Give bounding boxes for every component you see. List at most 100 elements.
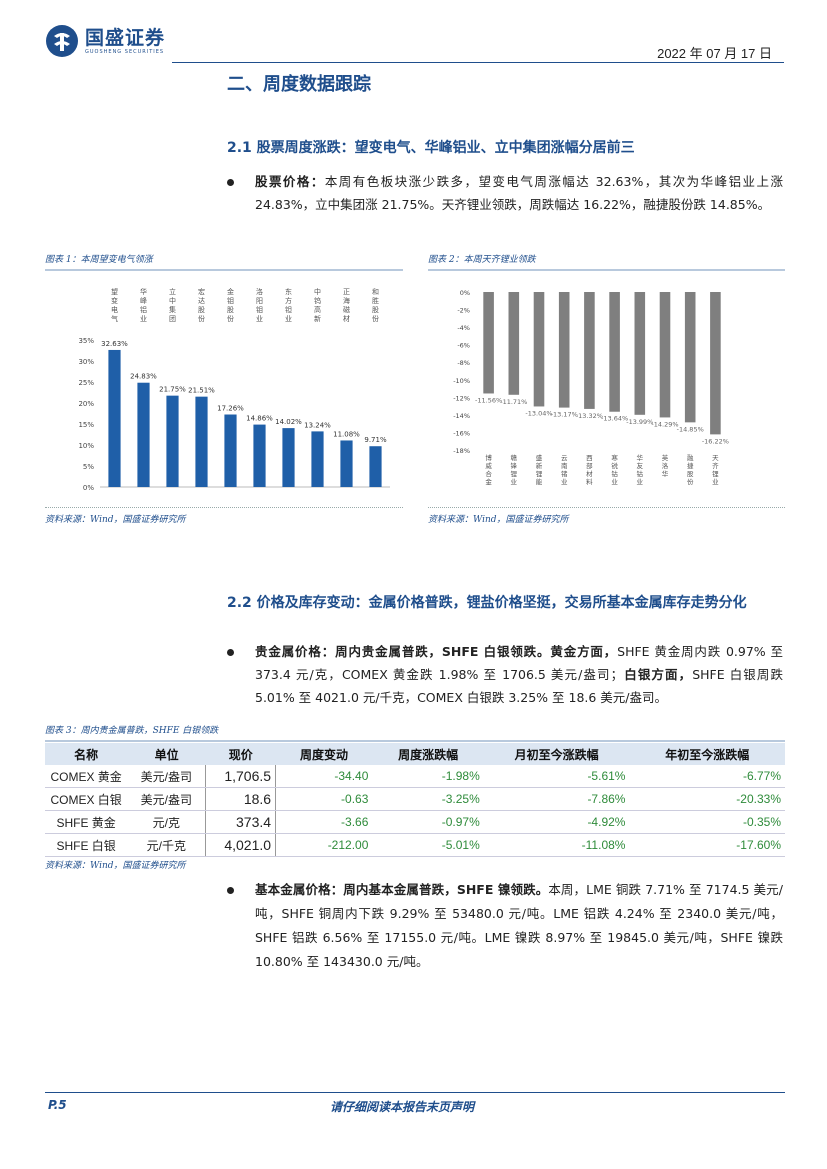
category-label: 寒锐钴业 [611, 453, 618, 486]
y-tick-label: -18% [453, 447, 470, 455]
y-tick-label: 15% [78, 421, 94, 429]
y-tick-label: 0% [460, 289, 470, 297]
bar [282, 428, 295, 487]
bar [634, 292, 646, 415]
table-cell: 元/千克 [127, 833, 206, 857]
figure-2-caption: 图表 2：本周天齐锂业领跌 [428, 255, 536, 265]
data-label: 14.02% [275, 418, 302, 426]
data-label: -16.22% [702, 437, 729, 445]
table-row: COMEX 黄金 美元/盎司 1,706.5 -34.40 -1.98% -5.… [45, 765, 785, 788]
bar [340, 440, 353, 487]
section-title: 二、周度数据跟踪 [227, 74, 371, 95]
category-label: 中钨高新 [314, 287, 321, 323]
data-label: -13.17% [551, 411, 578, 419]
table-header: 单位 [127, 743, 206, 765]
data-label: -11.71% [500, 398, 527, 406]
bar [558, 292, 570, 408]
y-tick-label: 35% [78, 337, 94, 345]
y-tick-label: 25% [78, 379, 94, 387]
table-cell: COMEX 白银 [45, 787, 128, 811]
y-tick-label: -6% [457, 342, 470, 350]
category-label: 望变电气 [111, 287, 118, 323]
bar [609, 292, 620, 412]
logo-en-text: GUOSHENG SECURITIES [85, 48, 165, 55]
y-tick-label: -8% [457, 359, 470, 367]
table-cell: -1.98% [372, 765, 484, 788]
bar [224, 414, 237, 487]
bar [483, 292, 494, 394]
y-tick-label: -16% [453, 429, 470, 437]
table-cell: 美元/盎司 [127, 787, 206, 811]
figure-1: 图表 1：本周望变电气领涨 [45, 252, 403, 271]
bar [508, 292, 520, 395]
table-cell: -5.01% [372, 833, 484, 857]
data-label: 11.08% [333, 430, 360, 438]
table-cell: -11.08% [483, 833, 630, 857]
y-tick-label: 0% [83, 484, 94, 492]
y-tick-label: -4% [457, 324, 470, 332]
precious-metals-table: 名称 单位 现价 周度变动 周度涨跌幅 月初至今涨跌幅 年初至今涨跌幅 COME… [45, 743, 785, 857]
figure-2-rule [428, 269, 785, 271]
bullet-text: SHFE 白银周跌 5.01% 至 4021.0 元/千克，COMEX 白银跌 … [255, 667, 783, 705]
table-cell: -34.40 [275, 765, 373, 788]
category-label: 洛阳钼业 [256, 287, 263, 323]
category-label: 金钼股份 [227, 287, 234, 323]
data-label: -14.85% [677, 425, 704, 433]
category-label: 东方钽业 [285, 287, 292, 323]
table-header: 周度涨跌幅 [372, 743, 484, 765]
category-label: 博威合金 [485, 453, 492, 486]
table-header: 年初至今涨跌幅 [629, 743, 785, 765]
y-tick-label: 10% [78, 442, 94, 450]
company-logo: 国盛证券 GUOSHENG SECURITIES [45, 24, 165, 58]
page-number: P.5 [48, 1098, 67, 1112]
bar [710, 292, 721, 435]
data-label: 32.63% [101, 340, 128, 348]
report-date: 2022 年 07 月 17 日 [657, 46, 772, 61]
category-label: 和胜股份 [372, 287, 379, 323]
figure-2-source: 资料来源：Wind，国盛证券研究所 [428, 515, 569, 525]
logo-cn-text: 国盛证券 [85, 26, 166, 49]
table-cell: -17.60% [629, 833, 785, 857]
data-label: 21.75% [159, 386, 186, 394]
category-label: 西部材料 [586, 454, 593, 486]
subsection-2-2-title: 2.2 价格及库存变动：金属价格普跌，锂盐价格坚挺，交易所基本金属库存走势分化 [227, 595, 747, 611]
figure-3-source: 资料来源：Wind，国盛证券研究所 [45, 861, 186, 871]
category-label: 华峰铝业 [140, 287, 147, 323]
bar [533, 292, 545, 407]
table-header: 月初至今涨跌幅 [483, 743, 630, 765]
category-label: 宏达股份 [198, 287, 205, 323]
bullet-icon [227, 179, 234, 186]
bullet-base-metals: 基本金属价格：周内基本金属普跌，SHFE 镍领跌。本周，LME 铜跌 7.71%… [227, 878, 783, 974]
bullet-lead: 贵金属价格：周内贵金属普跌，SHFE 白银领跌。黄金方面， [255, 644, 618, 659]
category-label: 正海磁材 [343, 288, 350, 323]
table-cell: -3.25% [372, 787, 484, 811]
figure-3: 图表 3：周内贵金属普跌，SHFE 白银领跌 [45, 723, 785, 742]
table-cell: -3.66 [275, 810, 373, 834]
footer-disclaimer: 请仔细阅读本报告末页声明 [330, 1100, 475, 1114]
table-cell: -20.33% [629, 787, 785, 811]
category-label: 融捷股份 [687, 453, 694, 486]
bullet-lead: 基本金属价格：周内基本金属普跌，SHFE 镍领跌。 [255, 882, 549, 897]
y-tick-label: 5% [83, 463, 94, 471]
table-header: 周度变动 [275, 743, 373, 765]
y-tick-label: -2% [457, 307, 470, 315]
data-label: 17.26% [217, 405, 244, 413]
data-label: -13.32% [576, 412, 603, 420]
bullet-lead: 股票价格： [255, 174, 325, 189]
table-cell: -0.97% [372, 810, 484, 834]
data-label: -13.64% [601, 415, 628, 423]
chart-top-gainers: 35% 30% 25% 20% 15% 10% 5% 0% 32.63% 望变电气 24.83% 华峰… [45, 287, 403, 508]
data-label: -13.99% [626, 418, 653, 426]
bullet-mid: 白银方面， [623, 667, 693, 682]
bar [369, 446, 382, 487]
footer-divider [45, 1092, 785, 1093]
bar [584, 292, 595, 409]
category-label: 立中集团 [169, 287, 176, 323]
table-cell: -6.77% [629, 765, 785, 788]
bullet-precious-metals: 贵金属价格：周内贵金属普跌，SHFE 白银领跌。黄金方面，SHFE 黄金周内跌 … [227, 640, 783, 709]
y-tick-label: -12% [453, 394, 470, 402]
table-cell: -4.92% [483, 810, 630, 834]
table-cell: 4,021.0 [205, 833, 276, 857]
bullet-stock-prices: 股票价格：本周有色板块涨少跌多，望变电气周涨幅达 32.63%，其次为华峰铝业上… [227, 170, 783, 216]
table-header-row: 名称 单位 现价 周度变动 周度涨跌幅 月初至今涨跌幅 年初至今涨跌幅 [45, 743, 785, 765]
